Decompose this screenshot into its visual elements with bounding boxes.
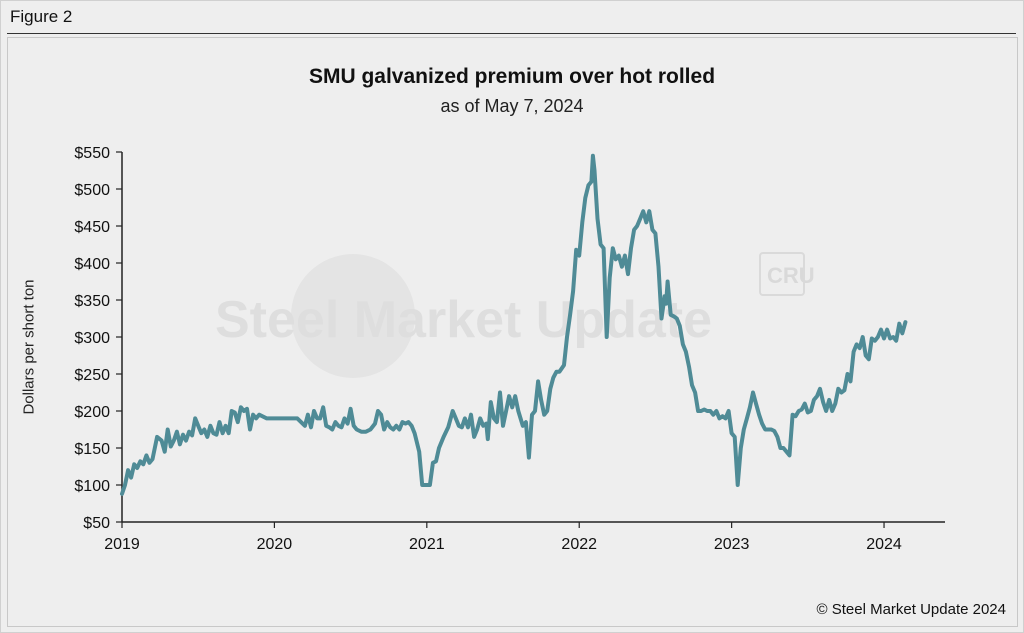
- x-tick-label: 2024: [866, 536, 902, 553]
- chart-title: SMU galvanized premium over hot rolled: [0, 65, 1024, 89]
- y-tick-label: $100: [74, 478, 110, 495]
- x-tick-label: 2023: [714, 536, 750, 553]
- y-tick-label: $550: [74, 145, 110, 162]
- y-axis-ticks: $50 $100 $150 $200 $250 $300 $350 $400 $450 $500 $…: [74, 145, 122, 532]
- y-tick-label: $500: [74, 182, 110, 199]
- y-tick-label: $250: [74, 367, 110, 384]
- watermark-text: Steel Market Update: [215, 291, 712, 349]
- watermark-badge: CRU: [767, 263, 815, 288]
- y-axis-label: Dollars per short ton: [21, 279, 38, 414]
- x-tick-label: 2019: [104, 536, 140, 553]
- y-tick-label: $300: [74, 330, 110, 347]
- x-tick-label: 2022: [561, 536, 597, 553]
- y-tick-label: $50: [83, 515, 110, 532]
- x-tick-label: 2020: [257, 536, 293, 553]
- y-tick-label: $350: [74, 293, 110, 310]
- y-tick-label: $150: [74, 441, 110, 458]
- y-tick-label: $450: [74, 219, 110, 236]
- watermark: Steel Market Update CRU: [215, 253, 815, 378]
- y-tick-label: $200: [74, 404, 110, 421]
- x-axis-ticks: 2019 2020 2021 2022 2023 2024: [104, 522, 902, 553]
- chart-subtitle: as of May 7, 2024: [0, 96, 1024, 117]
- x-tick-label: 2021: [409, 536, 445, 553]
- line-chart: Steel Market Update CRU $50$100$150$200$…: [0, 0, 1024, 633]
- y-tick-label: $400: [74, 256, 110, 273]
- copyright-notice: © Steel Market Update 2024: [817, 601, 1007, 618]
